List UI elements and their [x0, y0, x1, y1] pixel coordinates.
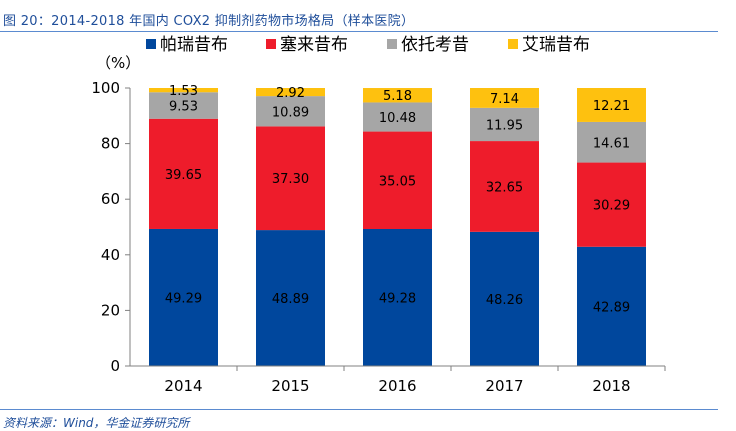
y-tick-label: 100 — [91, 79, 120, 97]
bar-segment-2014-1 — [149, 228, 218, 366]
data-label: 35.05 — [379, 174, 416, 189]
data-label: 48.26 — [486, 293, 523, 308]
bar-segment-2016-3 — [363, 102, 432, 132]
bar-segment-2015-4 — [256, 88, 325, 97]
data-label: 11.95 — [486, 118, 523, 133]
legend-swatch — [146, 39, 156, 49]
legend-label: 帕瑞昔布 — [160, 35, 228, 55]
data-label: 39.65 — [165, 168, 202, 183]
bar-segment-2015-1 — [256, 230, 325, 366]
legend: 帕瑞昔布 塞来昔布 依托考昔 艾瑞昔布 — [146, 35, 590, 55]
figure-title: 图 20：2014-2018 年国内 COX2 抑制剂药物市场格局（样本医院） — [3, 14, 415, 29]
bar-segment-2017-4 — [470, 88, 539, 108]
bar-segment-2016-4 — [363, 88, 432, 103]
x-tick-label: 2018 — [592, 377, 630, 395]
data-label: 10.89 — [272, 105, 309, 120]
data-label: 49.28 — [379, 292, 416, 307]
bar-segment-2014-2 — [149, 118, 218, 229]
bar-segment-2014-4 — [149, 88, 218, 93]
y-tick-label: 20 — [101, 301, 120, 319]
data-label: 30.29 — [593, 199, 630, 214]
x-tick-label: 2017 — [485, 377, 523, 395]
x-axis-ticks: 2014 2015 2016 2017 2018 — [164, 366, 666, 395]
data-label: 2.92 — [276, 86, 305, 101]
x-tick-label: 2015 — [271, 377, 309, 395]
y-tick-label: 0 — [110, 357, 120, 375]
bar-segment-2015-2 — [256, 126, 325, 231]
legend-swatch — [508, 39, 518, 49]
data-label: 42.89 — [593, 300, 630, 315]
bar-segment-2015-3 — [256, 96, 325, 127]
y-axis-ticks: 0 20 40 60 80 100 — [91, 79, 130, 375]
data-label: 10.48 — [379, 111, 416, 126]
y-tick-label: 80 — [101, 135, 120, 153]
legend-label: 艾瑞昔布 — [522, 35, 590, 55]
bar-segment-2018-1 — [577, 246, 646, 366]
bar-segment-2018-2 — [577, 162, 646, 247]
data-label: 5.18 — [383, 89, 412, 104]
bars — [149, 88, 646, 366]
data-label: 1.53 — [169, 84, 198, 99]
y-axis-label: （%） — [96, 54, 140, 72]
bar-segment-2017-1 — [470, 231, 539, 366]
legend-label: 塞来昔布 — [280, 35, 348, 55]
bar-segment-2018-3 — [577, 121, 646, 163]
legend-swatch — [387, 39, 397, 49]
data-label: 32.65 — [486, 180, 523, 195]
bar-segment-2014-3 — [149, 92, 218, 119]
top-rule — [0, 31, 718, 32]
y-tick-label: 60 — [101, 190, 120, 208]
data-label: 48.89 — [272, 292, 309, 307]
legend-label: 依托考昔 — [401, 35, 469, 55]
source-note: 资料来源：Wind，华金证券研究所 — [3, 416, 190, 430]
data-label: 7.14 — [490, 92, 519, 107]
bar-segment-2017-2 — [470, 141, 539, 232]
bar-segment-2017-3 — [470, 107, 539, 142]
bar-segment-2018-4 — [577, 88, 646, 122]
bottom-rule — [0, 409, 718, 410]
data-label: 14.61 — [593, 136, 630, 151]
data-label: 37.30 — [272, 172, 309, 187]
data-label: 12.21 — [593, 99, 630, 114]
bar-segment-2016-1 — [363, 229, 432, 366]
y-tick-label: 40 — [101, 246, 120, 264]
data-label: 49.29 — [165, 291, 202, 306]
value-labels: 49.29 39.65 9.531.53 48.89 37.30 10.89 2.92 49.… — [165, 84, 630, 315]
bar-segment-2016-2 — [363, 131, 432, 230]
legend-swatch — [266, 39, 276, 49]
x-tick-label: 2016 — [378, 377, 416, 395]
data-label: 9.53 — [169, 100, 198, 115]
x-tick-label: 2014 — [164, 377, 202, 395]
